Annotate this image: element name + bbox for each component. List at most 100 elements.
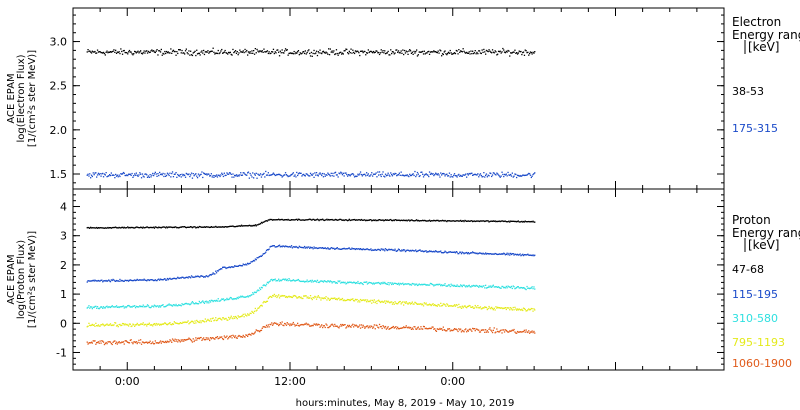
- data-point: [180, 226, 182, 228]
- data-point: [212, 337, 214, 339]
- data-point: [438, 304, 440, 306]
- data-point: [259, 50, 261, 52]
- data-point: [461, 220, 463, 222]
- data-point: [511, 253, 513, 255]
- data-point: [405, 50, 407, 52]
- data-point: [306, 324, 308, 326]
- data-point: [344, 50, 346, 52]
- data-point: [431, 283, 433, 285]
- data-point: [162, 226, 164, 228]
- data-point: [305, 219, 307, 221]
- data-point: [481, 307, 483, 310]
- data-point: [134, 307, 137, 309]
- data-point: [449, 305, 451, 307]
- data-point: [451, 251, 453, 253]
- data-point: [420, 326, 422, 328]
- data-point: [401, 174, 403, 177]
- data-point: [429, 173, 432, 175]
- data-point: [311, 279, 313, 281]
- data-point: [517, 52, 519, 54]
- data-point: [195, 227, 197, 229]
- data-point: [428, 327, 431, 329]
- data-point: [351, 324, 353, 327]
- data-point: [299, 280, 301, 282]
- data-point: [155, 226, 157, 228]
- data-point: [165, 50, 168, 53]
- data-point: [459, 306, 461, 308]
- data-point: [216, 319, 219, 321]
- data-point: [123, 49, 125, 52]
- data-point: [355, 324, 357, 326]
- data-point: [337, 297, 339, 300]
- data-point: [373, 283, 375, 285]
- data-point: [393, 173, 395, 176]
- data-point: [422, 220, 425, 222]
- data-point: [228, 52, 231, 54]
- data-point: [158, 342, 160, 344]
- data-point: [428, 304, 430, 306]
- data-point: [88, 50, 90, 53]
- data-point: [253, 173, 256, 175]
- data-point: [284, 219, 286, 221]
- data-point: [117, 326, 119, 328]
- data-point: [130, 174, 132, 176]
- data-point: [460, 306, 462, 308]
- data-point: [178, 227, 180, 229]
- data-point: [232, 173, 234, 175]
- data-point: [489, 286, 491, 288]
- data-point: [165, 341, 168, 344]
- data-point: [472, 327, 474, 330]
- data-point: [202, 338, 204, 340]
- data-point: [427, 284, 429, 286]
- data-point: [452, 305, 454, 307]
- data-point: [339, 173, 341, 175]
- data-point: [439, 251, 441, 253]
- data-point: [188, 303, 190, 305]
- data-point: [442, 53, 444, 56]
- data-point: [408, 326, 410, 328]
- data-point: [412, 328, 414, 330]
- data-point: [304, 323, 306, 325]
- data-point: [213, 176, 215, 178]
- data-point: [328, 298, 330, 300]
- data-point: [199, 276, 201, 278]
- data-point: [247, 172, 249, 174]
- data-point: [126, 323, 128, 326]
- data-point: [382, 281, 384, 283]
- data-point: [118, 280, 120, 282]
- y-axis-label-line: [1/(cm²s ster MeV)]: [27, 231, 38, 328]
- data-point: [147, 50, 150, 53]
- data-point: [140, 279, 142, 281]
- data-point: [467, 285, 469, 287]
- data-point: [338, 297, 340, 299]
- data-point: [165, 305, 168, 307]
- data-point: [370, 174, 372, 176]
- legend-title-line: Energy ranges: [732, 28, 800, 42]
- y-axis-label-line: log(Electron Flux): [16, 54, 27, 142]
- data-point: [518, 175, 520, 177]
- data-point: [207, 226, 209, 228]
- data-point: [172, 323, 175, 325]
- data-point: [132, 54, 134, 56]
- data-point: [452, 220, 454, 222]
- data-point: [379, 249, 382, 252]
- data-point: [397, 302, 400, 304]
- data-point: [372, 175, 374, 177]
- data-point: [233, 316, 235, 318]
- data-point: [375, 324, 377, 326]
- data-point: [284, 323, 287, 325]
- data-point: [172, 339, 175, 341]
- data-point: [174, 226, 176, 228]
- data-point: [491, 52, 493, 54]
- data-point: [143, 50, 145, 52]
- data-point: [341, 52, 344, 54]
- data-point: [171, 304, 173, 307]
- data-point: [386, 174, 388, 176]
- data-point: [146, 50, 148, 52]
- data-point: [280, 323, 282, 325]
- data-point: [364, 219, 366, 221]
- data-point: [529, 287, 532, 289]
- data-point: [305, 53, 307, 55]
- data-point: [278, 244, 281, 246]
- data-point: [208, 173, 210, 175]
